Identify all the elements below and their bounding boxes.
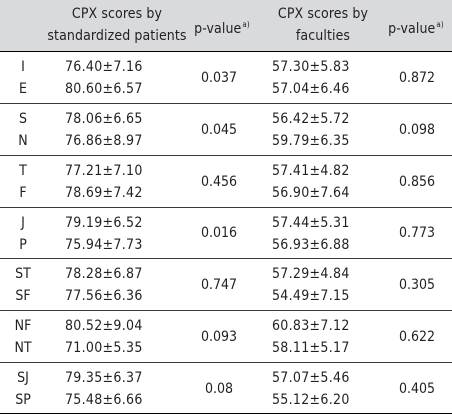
sp-score: 79.35±6.37 xyxy=(65,370,143,386)
type-label: SF xyxy=(15,288,31,304)
sp-score: 75.94±7.73 xyxy=(65,237,143,253)
header-fc-line2: faculties xyxy=(295,28,351,44)
header-pvalue-label: p-value xyxy=(194,21,242,37)
sp-score: 77.21±7.10 xyxy=(65,163,143,179)
p-value-sp: 0.016 xyxy=(200,225,238,241)
p-value-sp: 0.456 xyxy=(200,174,238,190)
header-pvalue2-sup: a) xyxy=(436,20,444,29)
sp-score: 76.40±7.16 xyxy=(65,59,143,75)
table-header xyxy=(0,0,452,51)
sp-score: 76.86±8.97 xyxy=(65,133,143,149)
faculty-score: 57.30±5.83 xyxy=(272,59,350,75)
header-pvalue: p-valuea) xyxy=(184,3,260,51)
p-value-faculty: 0.872 xyxy=(398,70,436,86)
type-label: I xyxy=(21,59,25,75)
sp-score: 80.60±6.57 xyxy=(65,81,143,97)
p-value-sp: 0.08 xyxy=(204,381,234,397)
group-divider xyxy=(0,155,452,156)
p-value-faculty: 0.305 xyxy=(398,277,436,293)
type-label: P xyxy=(19,237,27,253)
type-label: ST xyxy=(15,266,31,282)
faculty-score: 55.12±6.20 xyxy=(272,392,350,408)
p-value-sp: 0.045 xyxy=(200,122,238,138)
type-label: J xyxy=(21,215,25,231)
faculty-score: 56.93±6.88 xyxy=(272,237,350,253)
sp-score: 79.19±6.52 xyxy=(65,215,143,231)
header-sp-line1: CPX scores by xyxy=(71,6,163,22)
p-value-faculty: 0.098 xyxy=(398,122,436,138)
faculty-score: 56.90±7.64 xyxy=(272,185,350,201)
sp-score: 78.28±6.87 xyxy=(65,266,143,282)
faculty-score: 59.79±6.35 xyxy=(272,133,350,149)
faculty-score: 54.49±7.15 xyxy=(272,288,350,304)
type-label: E xyxy=(19,81,27,97)
header-pvalue-sup: a) xyxy=(242,20,250,29)
p-value-sp: 0.747 xyxy=(200,277,238,293)
faculty-score: 57.41±4.82 xyxy=(272,163,350,179)
sp-score: 78.06±6.65 xyxy=(65,111,143,127)
type-label: SJ xyxy=(17,370,29,386)
p-value-faculty: 0.405 xyxy=(398,381,436,397)
group-divider xyxy=(0,103,452,104)
p-value-sp: 0.037 xyxy=(200,70,238,86)
header-sp-line2: standardized patients xyxy=(47,28,187,44)
sp-score: 80.52±9.04 xyxy=(65,318,143,334)
sp-score: 75.48±6.66 xyxy=(65,392,143,408)
group-divider xyxy=(0,258,452,259)
p-value-sp: 0.093 xyxy=(200,329,238,345)
sp-score: 71.00±5.35 xyxy=(65,340,143,356)
sp-score: 77.56±6.36 xyxy=(65,288,143,304)
p-value-faculty: 0.856 xyxy=(398,174,436,190)
faculty-score: 60.83±7.12 xyxy=(272,318,350,334)
header-fc-line1: CPX scores by xyxy=(277,6,369,22)
type-label: SP xyxy=(15,392,31,408)
faculty-score: 58.11±5.17 xyxy=(272,340,350,356)
type-label: S xyxy=(19,111,27,127)
group-divider xyxy=(0,362,452,363)
header-pvalue2-label: p-value xyxy=(388,21,436,37)
faculty-score: 57.07±5.46 xyxy=(272,370,350,386)
type-label: N xyxy=(18,133,28,149)
type-label: NT xyxy=(14,340,32,356)
sp-score: 78.69±7.42 xyxy=(65,185,143,201)
header-pvalue2: p-valuea) xyxy=(380,3,452,51)
type-label: T xyxy=(19,163,27,179)
faculty-score: 57.44±5.31 xyxy=(272,215,350,231)
faculty-score: 56.42±5.72 xyxy=(272,111,350,127)
p-value-faculty: 0.773 xyxy=(398,225,436,241)
group-divider xyxy=(0,310,452,311)
type-label: F xyxy=(19,185,27,201)
header-sp: CPX scores by standardized patients xyxy=(42,3,192,47)
faculty-score: 57.29±4.84 xyxy=(272,266,350,282)
header-fc: CPX scores by faculties xyxy=(262,3,384,47)
p-value-faculty: 0.622 xyxy=(398,329,436,345)
group-divider xyxy=(0,207,452,208)
header-rule xyxy=(0,51,452,52)
faculty-score: 57.04±6.46 xyxy=(272,81,350,97)
type-label: NF xyxy=(14,318,32,334)
